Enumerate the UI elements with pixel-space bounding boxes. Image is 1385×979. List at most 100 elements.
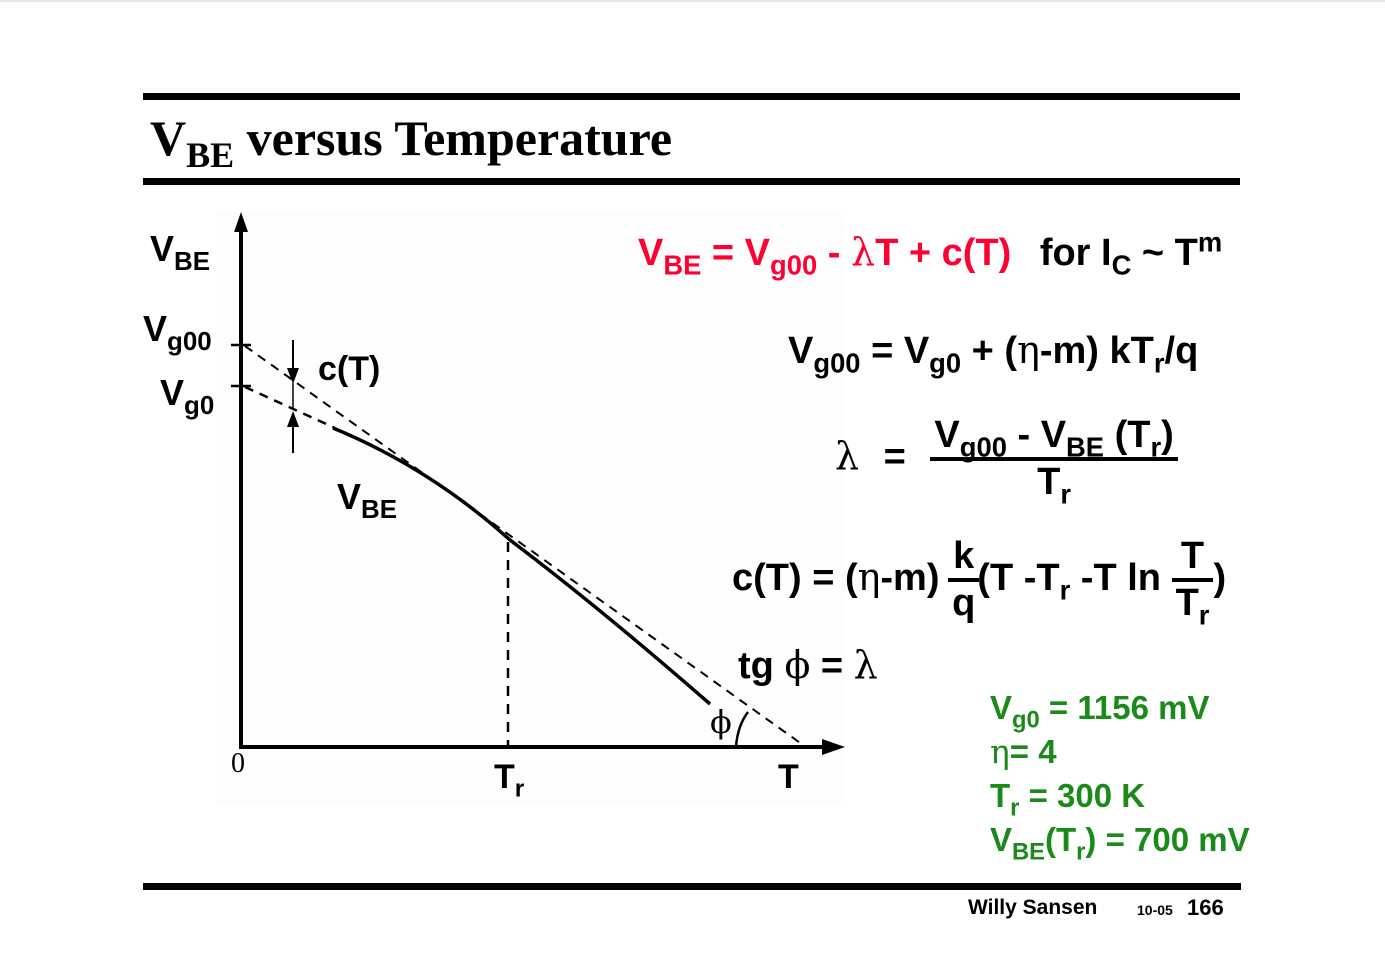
eq4-eta: η <box>857 555 881 600</box>
eq2-v: V <box>788 330 814 372</box>
eq4-t-ln: -T ln <box>1070 557 1172 600</box>
eq3-den-sub-r: r <box>1060 478 1072 510</box>
param-vbe-sub2: r <box>1076 838 1086 866</box>
eq4-ct: c(T) = ( <box>732 557 858 600</box>
eq3-num-close: ) <box>1161 414 1174 456</box>
vg00-main: V <box>143 308 168 349</box>
eq1-lambda: λ <box>850 230 876 274</box>
title-v: V <box>150 110 187 166</box>
eq4-t-minus-t: (T -T <box>977 557 1060 600</box>
origin-label: 0 <box>231 748 245 779</box>
y-axis-arrow-icon <box>234 212 248 232</box>
eq4-k: k <box>948 535 980 582</box>
equation-lambda: λ = Vg00 - VBE (Tr) Tr <box>835 414 1178 508</box>
eq4-frac2-den-t: T <box>1175 582 1199 624</box>
eq2-eq-v: = V <box>860 330 930 372</box>
eq1-sub-g00: g00 <box>770 249 818 281</box>
footer-rule <box>143 883 1241 890</box>
plot-background <box>215 212 845 804</box>
eq3-num-sub-be: BE <box>1066 431 1105 463</box>
tangent-line-vg00 <box>244 345 804 746</box>
param-vg0-sub: g0 <box>1012 706 1040 734</box>
eq2-plus: + ( <box>961 330 1018 372</box>
y-axis-label: VBE <box>150 228 210 275</box>
param-eta-symbol: η <box>990 732 1010 771</box>
vg0-sub: g0 <box>184 392 215 421</box>
param-tr: Tr = 300 K <box>990 774 1250 822</box>
eq1-minus: - <box>817 232 851 274</box>
eq1-rest: T + c(T) <box>875 232 1012 274</box>
footer-page-number: 166 <box>1187 895 1224 920</box>
vg0-tick-label: Vg0 <box>160 372 214 419</box>
ct-arrow-up-icon <box>287 411 299 427</box>
param-tr-value: = 300 K <box>1019 777 1146 814</box>
parameter-list: Vg0 = 1156 mV η= 4 Tr = 300 K VBE(Tr) = … <box>990 686 1250 866</box>
eq4-q: q <box>952 582 976 624</box>
line-vg0 <box>244 385 336 430</box>
eq3-num-sub-r: r <box>1150 431 1162 463</box>
eq3-num-v: V <box>934 414 960 456</box>
eq3-equals: = <box>873 436 917 479</box>
curve-label-sub: BE <box>361 496 398 525</box>
vg0-main: V <box>160 372 185 413</box>
param-vg0-value: = 1156 mV <box>1039 689 1210 726</box>
eq4-frac2-den: Tr <box>1172 582 1214 629</box>
eq3-numerator: Vg00 - VBE (Tr) <box>930 414 1178 463</box>
eq2-q: /q <box>1164 330 1199 372</box>
phi-angle-arc <box>734 711 750 747</box>
x-axis-arrow-icon <box>822 739 845 755</box>
eq1-tilde-t: ~ T <box>1131 232 1198 274</box>
eq2-sub-g00: g00 <box>813 347 861 379</box>
eq3-num-sub-g00: g00 <box>959 431 1007 463</box>
footer-date: 10-05 <box>1137 902 1173 918</box>
equation-tg-phi: tg ϕ = λ <box>738 643 878 688</box>
eq4-m: -m) <box>880 557 940 600</box>
curve-label-main: V <box>337 476 362 517</box>
eq4-frac2-t: T <box>1171 535 1214 582</box>
eq4-sub-r: r <box>1059 574 1071 606</box>
ct-arrow-down-icon <box>287 368 299 384</box>
equation-vg00: Vg00 = Vg0 + (η-m) kTr/q <box>788 328 1199 377</box>
tr-sub: r <box>514 775 525 803</box>
param-eta: η= 4 <box>990 730 1250 774</box>
eq5-phi: ϕ <box>784 643 811 687</box>
eq4-close: ) <box>1213 557 1227 600</box>
eq2-eta: η <box>1017 328 1040 372</box>
param-vbe-open: (T <box>1045 821 1077 858</box>
vg00-tick-label: Vg00 <box>143 308 212 355</box>
page-top-border <box>0 0 1385 2</box>
param-tr-sub: r <box>1010 794 1020 822</box>
x-axis-label: T <box>778 758 799 796</box>
equation-vbe-condition: for IC ~ Tm <box>1040 228 1222 279</box>
y-label-sub: BE <box>174 248 211 277</box>
param-vbe-sub: BE <box>1012 838 1046 866</box>
tr-main: T <box>494 758 515 796</box>
param-vg0: Vg0 = 1156 mV <box>990 686 1250 734</box>
y-label-main: V <box>150 228 175 269</box>
eq1-eq-v: = V <box>701 232 771 274</box>
tr-axis-label: Tr <box>494 758 524 801</box>
equation-ct: c(T) = (η-m) k q (T -Tr -T ln T Tr ) <box>732 535 1227 629</box>
eq2-sub-g0: g0 <box>929 347 962 379</box>
slide-title: VBE versus Temperature <box>150 108 673 175</box>
eq1-sub-c: C <box>1111 249 1132 281</box>
eq3-fraction: Vg00 - VBE (Tr) Tr <box>930 414 1178 508</box>
footer-author: Willy Sansen <box>968 896 1098 919</box>
eq4-k-over-q: k q <box>948 535 980 625</box>
eq1-sub-be: BE <box>663 249 702 281</box>
ct-label: c(T) <box>318 350 381 388</box>
equation-vbe: VBE = Vg00 - λT + c(T) for IC ~ Tm <box>638 228 1222 279</box>
eq3-denominator: Tr <box>930 461 1177 508</box>
eq3-den-t: T <box>1037 461 1061 503</box>
title-rest: versus Temperature <box>234 110 673 166</box>
title-top-rule <box>143 93 1240 100</box>
vbe-curve <box>332 426 712 706</box>
phi-label: ϕ <box>710 703 732 741</box>
eq3-num-minus-v: - V <box>1006 414 1067 456</box>
eq2-m-kt: -m) kT <box>1039 330 1154 372</box>
eq3-lambda: λ <box>835 434 860 479</box>
param-vbe-value: ) = 700 mV <box>1085 821 1250 858</box>
eq2-sub-r: r <box>1153 347 1165 379</box>
param-vbe-v: V <box>990 821 1013 858</box>
